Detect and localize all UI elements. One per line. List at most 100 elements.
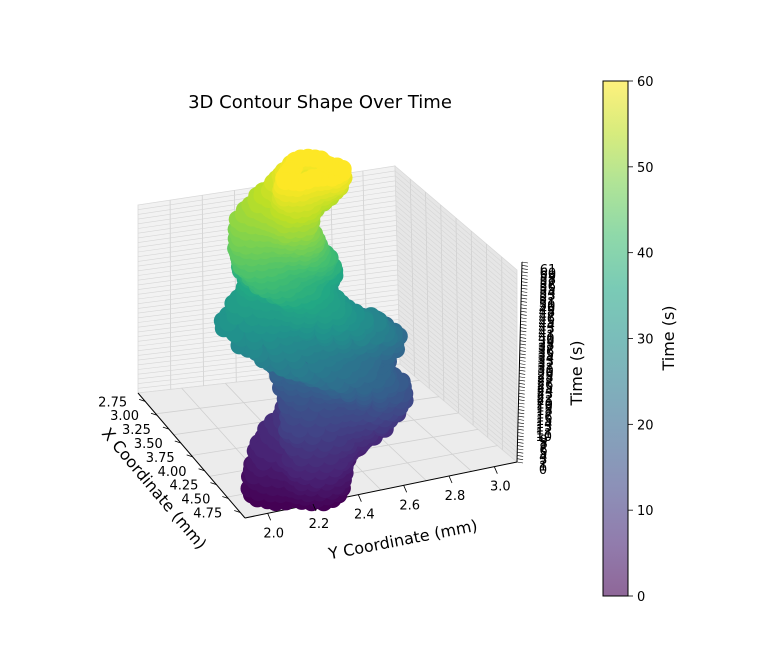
gridline: [399, 339, 518, 439]
z-tick-mark: [517, 458, 524, 461]
x-tick-label: 3.50: [134, 437, 163, 452]
x-tick-mark: [162, 426, 170, 430]
z-tick-mark: [520, 307, 527, 310]
z-tick-mark: [521, 294, 528, 297]
z-tick-mark: [517, 432, 524, 434]
z-tick-label: 15: [536, 414, 553, 429]
z-tick-mark: [521, 261, 529, 264]
z-tick-mark: [519, 360, 526, 362]
z-tick-labels: 0123456789101112131415161718192021222324…: [516, 261, 557, 478]
colorbar-gradient: [603, 81, 628, 596]
gridline: [394, 170, 518, 276]
x-tick-label: 4.75: [193, 506, 222, 521]
z-tick-label: 28: [537, 371, 554, 386]
y-tick-label: 2.4: [354, 508, 375, 523]
z-tick-label: 49: [539, 302, 556, 317]
z-tick-label: 41: [538, 329, 555, 344]
z-tick-mark: [518, 392, 525, 395]
z-tick-label: 26: [537, 378, 554, 393]
y-tick-label: 2.0: [263, 526, 284, 541]
z-tick-label: 4: [539, 450, 547, 465]
gridline: [396, 249, 518, 352]
gridline: [398, 309, 518, 410]
x-tick-label: 3.25: [122, 423, 151, 438]
z-tick-label: 24: [537, 384, 554, 399]
gridline: [398, 319, 518, 420]
z-tick-label: 0: [539, 463, 547, 478]
x-tick-mark: [222, 496, 229, 499]
z-tick-mark: [521, 264, 528, 267]
gridline: [398, 294, 518, 396]
z-tick-mark: [520, 323, 527, 326]
z-tick-mark: [520, 333, 527, 336]
z-tick-label: 55: [539, 283, 556, 298]
x-tick-label: 2.75: [98, 395, 127, 410]
colorbar-tick-label: 60: [637, 75, 654, 90]
gridline: [395, 190, 518, 295]
z-tick-label: 7: [539, 440, 547, 455]
z-tick-mark: [517, 425, 524, 428]
z-tick-label: 14: [536, 417, 553, 432]
gridline: [397, 284, 518, 386]
z-tick-mark: [518, 405, 525, 408]
z-tick-label: 12: [536, 424, 553, 439]
z-tick-mark: [519, 340, 527, 342]
z-tick-label: 31: [537, 361, 554, 376]
z-tick-mark: [517, 422, 525, 424]
z-tick-label: 60: [540, 266, 557, 281]
z-tick-mark: [520, 314, 527, 316]
z-tick-mark: [518, 396, 525, 398]
z-tick-label: 57: [539, 276, 556, 291]
gridline: [399, 343, 518, 444]
z-tick-label: 43: [538, 322, 555, 337]
z-tick-mark: [517, 448, 524, 451]
z-tick-mark: [519, 353, 526, 356]
gridline: [398, 299, 518, 400]
z-tick-mark: [521, 284, 528, 287]
z-tick-mark: [520, 330, 527, 333]
z-tick-mark: [521, 278, 528, 280]
z-tick-mark: [520, 317, 527, 320]
z-tick-label: 47: [539, 309, 556, 324]
colorbar-ticks: 0 10 20 30 40 50 60: [628, 75, 654, 605]
z-tick-mark: [520, 304, 527, 306]
gridline: [395, 180, 518, 285]
z-tick-mark: [516, 461, 524, 464]
z-tick-label: 33: [537, 355, 554, 370]
z-tick-mark: [519, 343, 527, 346]
z-tick-mark: [519, 373, 526, 375]
z-tick-label: 45: [538, 315, 555, 330]
z-tick-mark: [521, 281, 528, 283]
z-tick-mark: [518, 386, 525, 388]
z-tick-mark: [517, 435, 524, 438]
gridline: [396, 215, 518, 319]
z-tick-label: 46: [538, 312, 555, 327]
z-tick-mark: [519, 363, 526, 365]
x-tick-label: 4.25: [170, 479, 199, 494]
gridline: [396, 240, 518, 343]
z-tick-mark: [519, 376, 526, 379]
z-tick-mark: [517, 442, 524, 444]
z-tick-mark: [518, 399, 525, 402]
z-tick-label: 50: [539, 299, 556, 314]
y-tick-mark: [493, 466, 498, 474]
gridline: [397, 279, 518, 381]
colorbar-label: Time (s): [659, 305, 678, 371]
gridline: [395, 195, 518, 300]
y-tick-label: 2.8: [445, 489, 466, 504]
x-tick-labels: 2.753.003.253.503.754.004.254.504.75: [98, 395, 241, 521]
z-tick-mark: [521, 291, 528, 293]
x-tick-label: 4.00: [158, 465, 187, 480]
z-tick-label: 52: [539, 293, 556, 308]
z-tick-mark: [519, 369, 526, 372]
z-tick-mark: [518, 389, 525, 392]
y-tick-mark: [357, 494, 362, 502]
gridline: [396, 244, 518, 348]
z-tick-label: 58: [539, 273, 556, 288]
colorbar-tick-label: 30: [637, 333, 654, 348]
z-tick-label: 53: [539, 289, 556, 304]
z-tick-label: 34: [538, 352, 555, 367]
z-tick-mark: [518, 412, 525, 415]
gridline: [396, 225, 518, 328]
colorbar-tick-label: 10: [637, 504, 654, 519]
